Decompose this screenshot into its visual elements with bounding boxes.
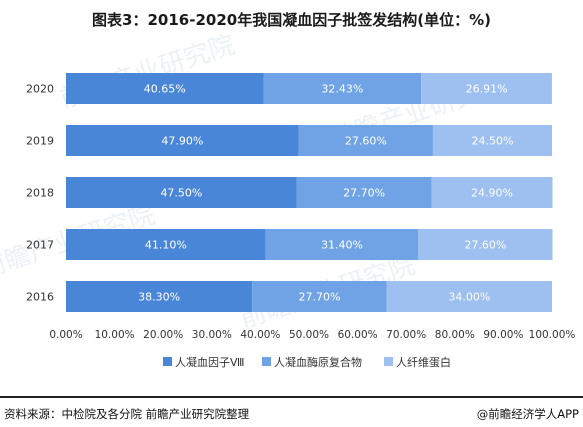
data-label: 27.60%: [464, 239, 506, 252]
category-label: 2017: [26, 239, 54, 252]
category-label: 2020: [26, 83, 54, 96]
data-label: 47.50%: [160, 187, 202, 200]
legend-swatch: [262, 357, 271, 366]
bar-segment: [421, 73, 552, 104]
bar-segment: [66, 229, 266, 260]
x-tick-label: 10.00%: [95, 329, 135, 341]
bar-segment: [265, 229, 419, 260]
x-tick-label: 60.00%: [338, 329, 378, 341]
data-label: 24.90%: [471, 187, 513, 200]
bar-segment: [66, 73, 264, 104]
category-label: 2018: [26, 187, 54, 200]
bar-segment: [298, 125, 433, 156]
data-label: 24.50%: [471, 135, 513, 148]
x-tick-label: 50.00%: [289, 329, 329, 341]
x-tick-label: 100.00%: [529, 329, 576, 341]
x-tick-label: 30.00%: [192, 329, 232, 341]
data-label: 27.70%: [298, 291, 340, 304]
source-note: 资料来源：中检院及各分院 前瞻产业研究院整理: [4, 407, 250, 421]
data-label: 32.43%: [321, 83, 363, 96]
legend-swatch: [384, 357, 393, 366]
bar-segment: [386, 281, 552, 312]
legend-label: 人纤维蛋白: [396, 355, 451, 369]
bar-segment: [263, 73, 422, 104]
bar-segment: [66, 281, 253, 312]
data-label: 40.65%: [144, 83, 186, 96]
copyright-note: @前瞻经济学人APP: [476, 407, 579, 421]
x-tick-label: 40.00%: [240, 329, 280, 341]
chart-title: 图表3：2016-2020年我国凝血因子批签发结构(单位：%): [92, 11, 491, 29]
category-labels: 2020 2019 2018 2017 2016: [26, 83, 54, 304]
x-tick-label: 80.00%: [435, 329, 475, 341]
bar-segment: [66, 177, 297, 208]
x-tick-label: 90.00%: [483, 329, 523, 341]
data-label: 31.40%: [321, 239, 363, 252]
bar-segment: [432, 125, 552, 156]
data-label: 27.60%: [345, 135, 387, 148]
x-tick-label: 70.00%: [386, 329, 426, 341]
legend-swatch: [163, 357, 172, 366]
bar-segment: [418, 229, 553, 260]
footer: 资料来源：中检院及各分院 前瞻产业研究院整理 @前瞻经济学人APP: [0, 396, 583, 427]
data-label: 38.30%: [138, 291, 180, 304]
legend-label: 人凝血酶原复合物: [274, 355, 362, 369]
data-label: 26.91%: [466, 83, 508, 96]
data-label: 41.10%: [145, 239, 187, 252]
x-tick-label: 20.00%: [143, 329, 183, 341]
category-label: 2019: [26, 135, 54, 148]
x-tick-label: 0.00%: [49, 329, 82, 341]
stacked-bar-chart: 前瞻产业研究院前瞻产业研究院前瞻产业研究院前瞻产业研究院 40.65%32.43…: [0, 30, 575, 369]
bar-segment: [296, 177, 432, 208]
bar-segment: [431, 177, 553, 208]
bars-layer: 40.65% 32.43% 26.91% 47.90% 27.60% 24.50% 47.5…: [66, 73, 553, 312]
data-label: 47.90%: [161, 135, 203, 148]
x-axis-tick-labels: 0.00% 10.00% 20.00% 30.00% 40.00% 50.00% 60.00…: [49, 329, 575, 341]
legend: 人凝血因子Ⅷ 人凝血酶原复合物 人纤维蛋白: [163, 355, 451, 369]
bar-segment: [252, 281, 387, 312]
legend-label: 人凝血因子Ⅷ: [175, 355, 245, 369]
data-label: 27.70%: [343, 187, 385, 200]
category-label: 2016: [26, 291, 54, 304]
data-label: 34.00%: [448, 291, 490, 304]
bar-segment: [66, 125, 299, 156]
